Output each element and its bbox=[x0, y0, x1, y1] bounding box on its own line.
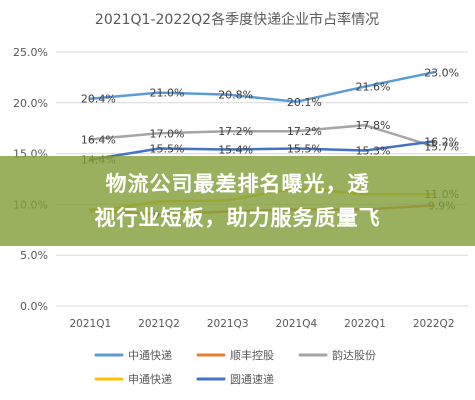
data-label: 23.0% bbox=[424, 66, 459, 79]
data-label: 20.1% bbox=[287, 96, 322, 109]
series-line bbox=[89, 140, 435, 161]
data-label: 20.4% bbox=[81, 93, 116, 106]
y-tick-label: 20.0% bbox=[13, 97, 48, 110]
data-label: 16.2% bbox=[424, 135, 459, 148]
data-label: 17.8% bbox=[356, 119, 391, 132]
data-label: 15.3% bbox=[356, 145, 391, 158]
x-tick-label: 2021Q2 bbox=[138, 318, 180, 330]
data-label: 17.2% bbox=[287, 125, 322, 138]
x-tick-label: 2022Q1 bbox=[344, 318, 386, 330]
legend-label: 圆通速递 bbox=[230, 372, 274, 386]
x-tick-label: 2021Q4 bbox=[275, 318, 317, 330]
data-label: 20.8% bbox=[218, 89, 253, 102]
y-tick-label: 0.0% bbox=[20, 300, 48, 313]
legend-label: 顺丰控股 bbox=[230, 348, 274, 362]
x-tick-label: 2022Q2 bbox=[413, 318, 455, 330]
banner-line-1: 物流公司最差排名曝光，透 bbox=[105, 172, 370, 196]
legend-label: 韵达股份 bbox=[332, 348, 376, 362]
y-tick-label: 25.0% bbox=[13, 46, 48, 59]
banner-line-2: 视行业短板，助力服务质量飞 bbox=[94, 206, 381, 230]
x-tick-label: 2021Q3 bbox=[207, 318, 249, 330]
y-tick-label: 5.0% bbox=[20, 249, 48, 262]
legend-label: 中通快递 bbox=[128, 348, 172, 362]
data-label: 21.0% bbox=[150, 87, 185, 100]
chart-title: 2021Q1-2022Q2各季度快递企业市占率情况 bbox=[95, 11, 379, 28]
data-label: 16.4% bbox=[81, 133, 116, 146]
data-label: 15.7% bbox=[424, 140, 459, 153]
data-label: 15.5% bbox=[150, 143, 185, 156]
data-label: 17.2% bbox=[218, 125, 253, 138]
series-line bbox=[89, 123, 435, 148]
data-label: 21.6% bbox=[356, 81, 391, 94]
data-label: 17.0% bbox=[150, 127, 185, 140]
data-label: 15.4% bbox=[218, 144, 253, 157]
legend-label: 申通快递 bbox=[128, 372, 172, 386]
series-line bbox=[89, 71, 435, 104]
x-tick-label: 2021Q1 bbox=[69, 318, 111, 330]
headline-banner: 物流公司最差排名曝光，透 视行业短板，助力服务质量飞 bbox=[0, 156, 475, 246]
data-label: 15.5% bbox=[287, 143, 322, 156]
